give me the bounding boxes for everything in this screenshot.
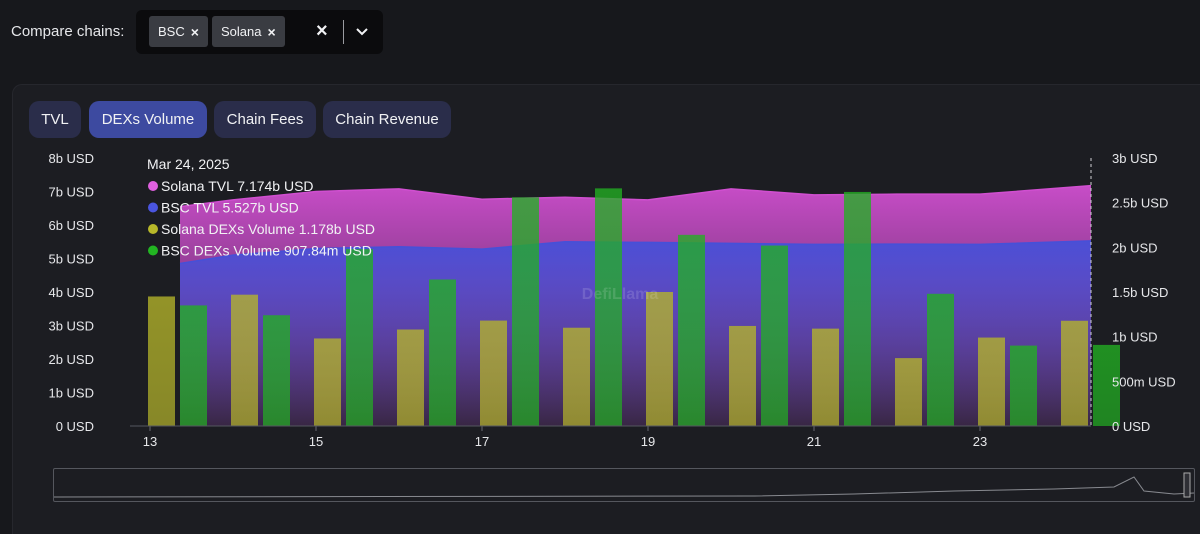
bsc-volume-bar[interactable] [761,245,788,426]
time-range-brush[interactable] [53,468,1195,502]
solana-volume-bar[interactable] [646,292,673,426]
chip-bsc: BSC × [149,16,208,47]
x-axis-tick: 19 [641,434,655,449]
left-axis-tick: 1b USD [48,386,94,401]
tooltip-swatch [148,181,158,191]
bsc-volume-bar[interactable] [263,315,290,426]
bsc-volume-bar[interactable] [180,305,207,426]
solana-volume-bar[interactable] [563,327,590,426]
bsc-volume-bar[interactable] [927,293,954,426]
tab-tvl[interactable]: TVL [29,101,81,138]
solana-volume-bar[interactable] [314,338,341,426]
left-axis-tick: 5b USD [48,252,94,267]
left-axis-tick: 6b USD [48,218,94,233]
bsc-volume-bar[interactable] [844,191,871,426]
solana-volume-bar[interactable] [895,358,922,426]
chip-label: BSC [158,24,185,39]
chevron-down-icon[interactable] [354,23,370,39]
left-axis-tick: 4b USD [48,285,94,300]
bsc-volume-bar[interactable] [346,249,373,426]
divider [343,20,344,44]
chip-solana: Solana × [212,16,285,47]
right-axis-tick: 2b USD [1112,240,1158,255]
tooltip-swatch [148,224,158,234]
left-axis-tick: 7b USD [48,185,94,200]
brush-handle[interactable] [1183,472,1191,498]
solana-volume-bar[interactable] [480,320,507,426]
left-axis-tick: 2b USD [48,352,94,367]
solana-volume-bar[interactable] [148,296,175,426]
x-axis-tick: 15 [309,434,323,449]
bsc-volume-bar[interactable] [1093,344,1120,426]
tab-chain-fees[interactable]: Chain Fees [214,101,316,138]
tooltip-row: Solana DEXs Volume 1.178b USD [161,221,375,237]
right-axis-tick: 500m USD [1112,374,1176,389]
solana-volume-bar[interactable] [729,325,756,426]
x-axis-tick: 21 [807,434,821,449]
x-axis-tick: 23 [973,434,987,449]
left-axis-tick: 8b USD [48,151,94,166]
solana-volume-bar[interactable] [397,329,424,426]
tab-chain-revenue[interactable]: Chain Revenue [323,101,451,138]
tooltip-swatch [148,245,158,256]
compare-chains-bar: Compare chains: BSC × Solana × × [0,0,1200,66]
bsc-volume-bar[interactable] [429,279,456,426]
chip-label: Solana [221,24,262,39]
left-axis-tick: 0 USD [56,419,94,434]
bsc-volume-bar[interactable] [595,188,622,426]
bsc-volume-bar[interactable] [512,197,539,426]
right-axis-tick: 3b USD [1112,151,1158,166]
remove-bsc-icon[interactable]: × [190,23,199,40]
bsc-volume-bar[interactable] [678,234,705,426]
x-axis-tick: 13 [143,434,157,449]
solana-volume-bar[interactable] [231,294,258,426]
compare-chains-label: Compare chains: [11,23,125,40]
solana-volume-bar[interactable] [978,337,1005,426]
bsc-volume-bar[interactable] [1010,345,1037,426]
clear-all-icon[interactable]: × [316,20,328,42]
tooltip-swatch [148,202,158,213]
right-axis-tick: 1.5b USD [1112,285,1168,300]
right-axis-tick: 0 USD [1112,419,1150,434]
right-axis-tick: 1b USD [1112,330,1158,345]
watermark: DefiLlama [582,286,659,303]
left-axis-tick: 3b USD [48,319,94,334]
right-axis-tick: 2.5b USD [1112,196,1168,211]
chain-selector[interactable]: BSC × Solana × × [136,10,383,54]
brush-sparkline [53,472,1195,498]
remove-solana-icon[interactable]: × [267,23,276,40]
x-axis-tick: 17 [475,434,489,449]
tooltip-row: BSC TVL 5.527b USD [161,200,299,216]
tooltip-row: Solana TVL 7.174b USD [161,178,314,194]
solana-volume-bar[interactable] [812,328,839,426]
tab-dexs-volume[interactable]: DEXs Volume [89,101,207,138]
tooltip-date: Mar 24, 2025 [147,156,230,172]
solana-volume-bar[interactable] [1061,320,1088,426]
tooltip-row: BSC DEXs Volume 907.84m USD [161,243,372,259]
